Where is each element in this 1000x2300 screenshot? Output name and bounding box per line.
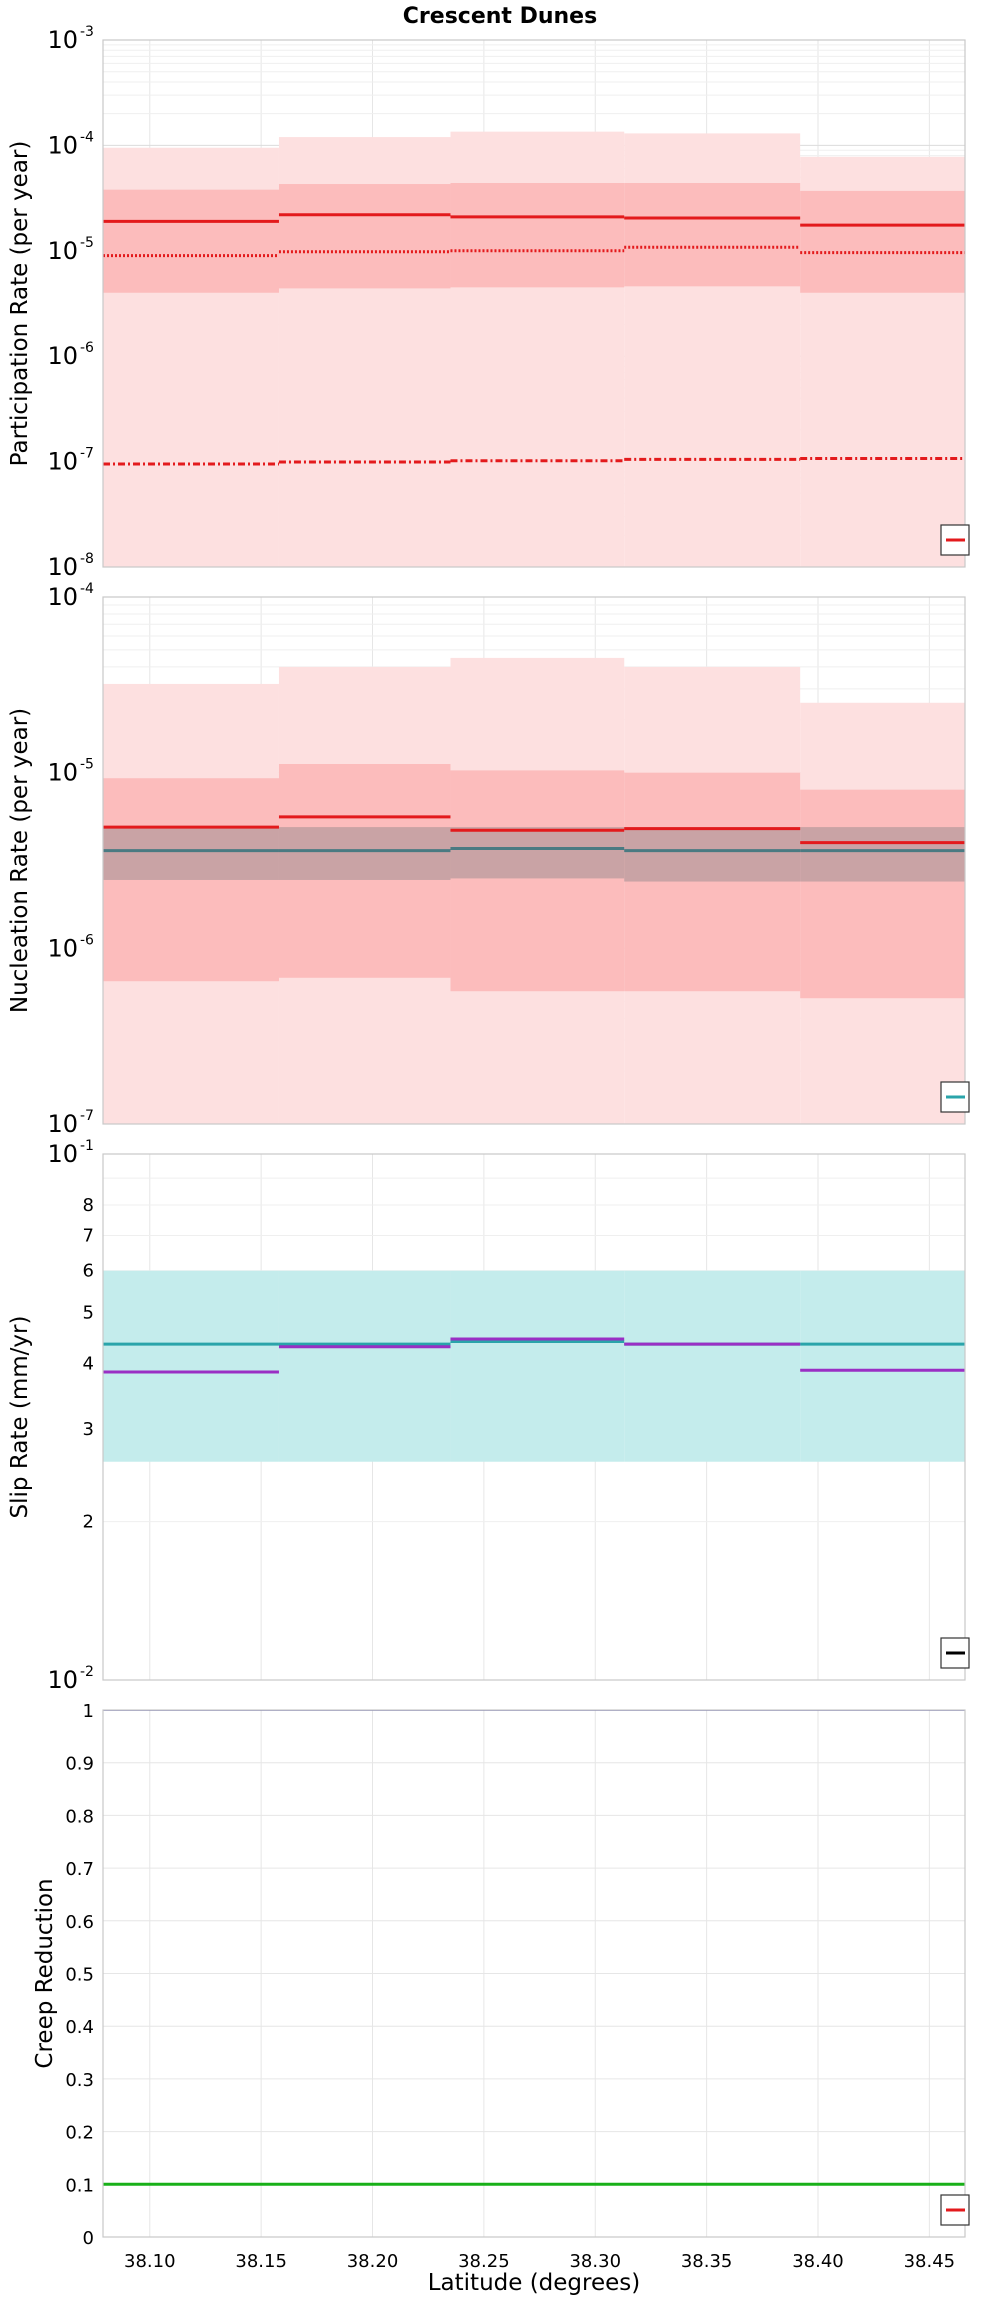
uncertainty-band (624, 182, 801, 287)
y-tick-exponent: -8 (80, 551, 94, 567)
uncertainty-band (278, 1270, 451, 1462)
y-tick-label: 10 (47, 583, 78, 611)
y-tick-label: 10 (47, 131, 78, 159)
y-axis-label: Slip Rate (mm/yr) (7, 1316, 33, 1519)
y-minor-tick-label: 3 (83, 1419, 94, 1440)
uncertainty-band (624, 1270, 801, 1462)
y-minor-tick-label: 5 (83, 1302, 94, 1323)
y-tick-label: 0.5 (65, 1965, 94, 1986)
y-tick-exponent: -4 (80, 581, 94, 597)
uncertainty-band (800, 190, 965, 293)
x-tick-label: 38.20 (347, 2251, 399, 2272)
y-tick-exponent: -4 (80, 129, 94, 145)
y-tick-label: 10 (47, 342, 78, 370)
uncertainty-band (278, 184, 451, 289)
y-minor-tick-label: 8 (83, 1195, 94, 1216)
y-axis-label: Creep Reduction (32, 1878, 58, 2068)
y-tick-label: 1 (83, 1701, 94, 1722)
y-tick-exponent: -5 (80, 235, 94, 251)
plot-frame (102, 1153, 966, 1681)
plot-inner (103, 597, 965, 1124)
uncertainty-band (103, 827, 279, 880)
x-axis-label: Latitude (degrees) (428, 2270, 641, 2296)
y-tick-exponent: -7 (80, 446, 94, 462)
x-tick-label: 38.45 (904, 2251, 956, 2272)
plot-inner (103, 1710, 965, 2237)
y-tick-label: 10 (47, 1666, 78, 1694)
y-tick-label: 10 (47, 237, 78, 265)
y-tick-exponent: -1 (80, 1138, 94, 1154)
uncertainty-band (800, 1270, 965, 1462)
plot-inner (103, 1154, 965, 1680)
uncertainty-band (103, 1270, 279, 1462)
y-tick-exponent: -6 (80, 340, 94, 356)
y-tick-label: 0.4 (65, 2017, 94, 2038)
y-tick-label: 0.7 (65, 1859, 94, 1880)
y-tick-exponent: -7 (80, 1108, 94, 1124)
y-tick-label: 0.8 (65, 1806, 94, 1827)
y-tick-label: 10 (47, 1110, 78, 1138)
y-tick-label: 0.9 (65, 1754, 94, 1775)
y-tick-label: 10 (47, 448, 78, 476)
y-minor-tick-label: 2 (83, 1512, 94, 1533)
uncertainty-band (278, 827, 451, 880)
y-minor-tick-label: 4 (83, 1353, 94, 1374)
y-tick-label: 10 (47, 26, 78, 54)
uncertainty-band (450, 1270, 625, 1462)
x-tick-label: 38.40 (792, 2251, 844, 2272)
plot-inner (103, 40, 965, 567)
uncertainty-band (450, 182, 625, 288)
uncertainty-band (800, 789, 965, 999)
uncertainty-band (450, 770, 625, 992)
y-tick-label: 10 (47, 759, 78, 787)
plot-frame (102, 39, 966, 568)
y-tick-label: 0.6 (65, 1912, 94, 1933)
y-tick-label: 0.3 (65, 2070, 94, 2091)
chart-title: Crescent Dunes (403, 4, 597, 29)
uncertainty-band (800, 827, 965, 882)
x-tick-label: 38.25 (458, 2251, 510, 2272)
x-tick-label: 38.30 (569, 2251, 621, 2272)
plot-frame (102, 1709, 966, 2238)
y-axis-label: Nucleation Rate (per year) (7, 708, 33, 1013)
y-tick-label: 10 (47, 934, 78, 962)
y-tick-exponent: -6 (80, 932, 94, 948)
uncertainty-band (103, 189, 279, 293)
y-tick-label: 0 (83, 2228, 94, 2249)
x-tick-label: 38.15 (235, 2251, 287, 2272)
x-tick-label: 38.35 (681, 2251, 733, 2272)
y-tick-label: 10 (47, 553, 78, 581)
y-tick-label: 0.2 (65, 2123, 94, 2144)
y-minor-tick-label: 6 (83, 1261, 94, 1282)
y-tick-exponent: -5 (80, 757, 94, 773)
y-axis-label: Participation Rate (per year) (7, 141, 33, 467)
uncertainty-band (624, 772, 801, 992)
y-minor-tick-label: 7 (83, 1225, 94, 1246)
y-tick-exponent: -3 (80, 24, 94, 40)
uncertainty-band (450, 827, 625, 879)
uncertainty-band (624, 827, 801, 882)
y-tick-exponent: -2 (80, 1664, 94, 1680)
y-tick-label: 10 (47, 1140, 78, 1168)
plot-frame (102, 596, 966, 1125)
x-tick-label: 38.10 (124, 2251, 176, 2272)
y-tick-label: 0.1 (65, 2175, 94, 2196)
panel-4: 0 0.1 0.2 0.3 0.4 0.5 0.6 0.7 0.8 0.9 1 Creep Reduc… (32, 1701, 970, 2249)
